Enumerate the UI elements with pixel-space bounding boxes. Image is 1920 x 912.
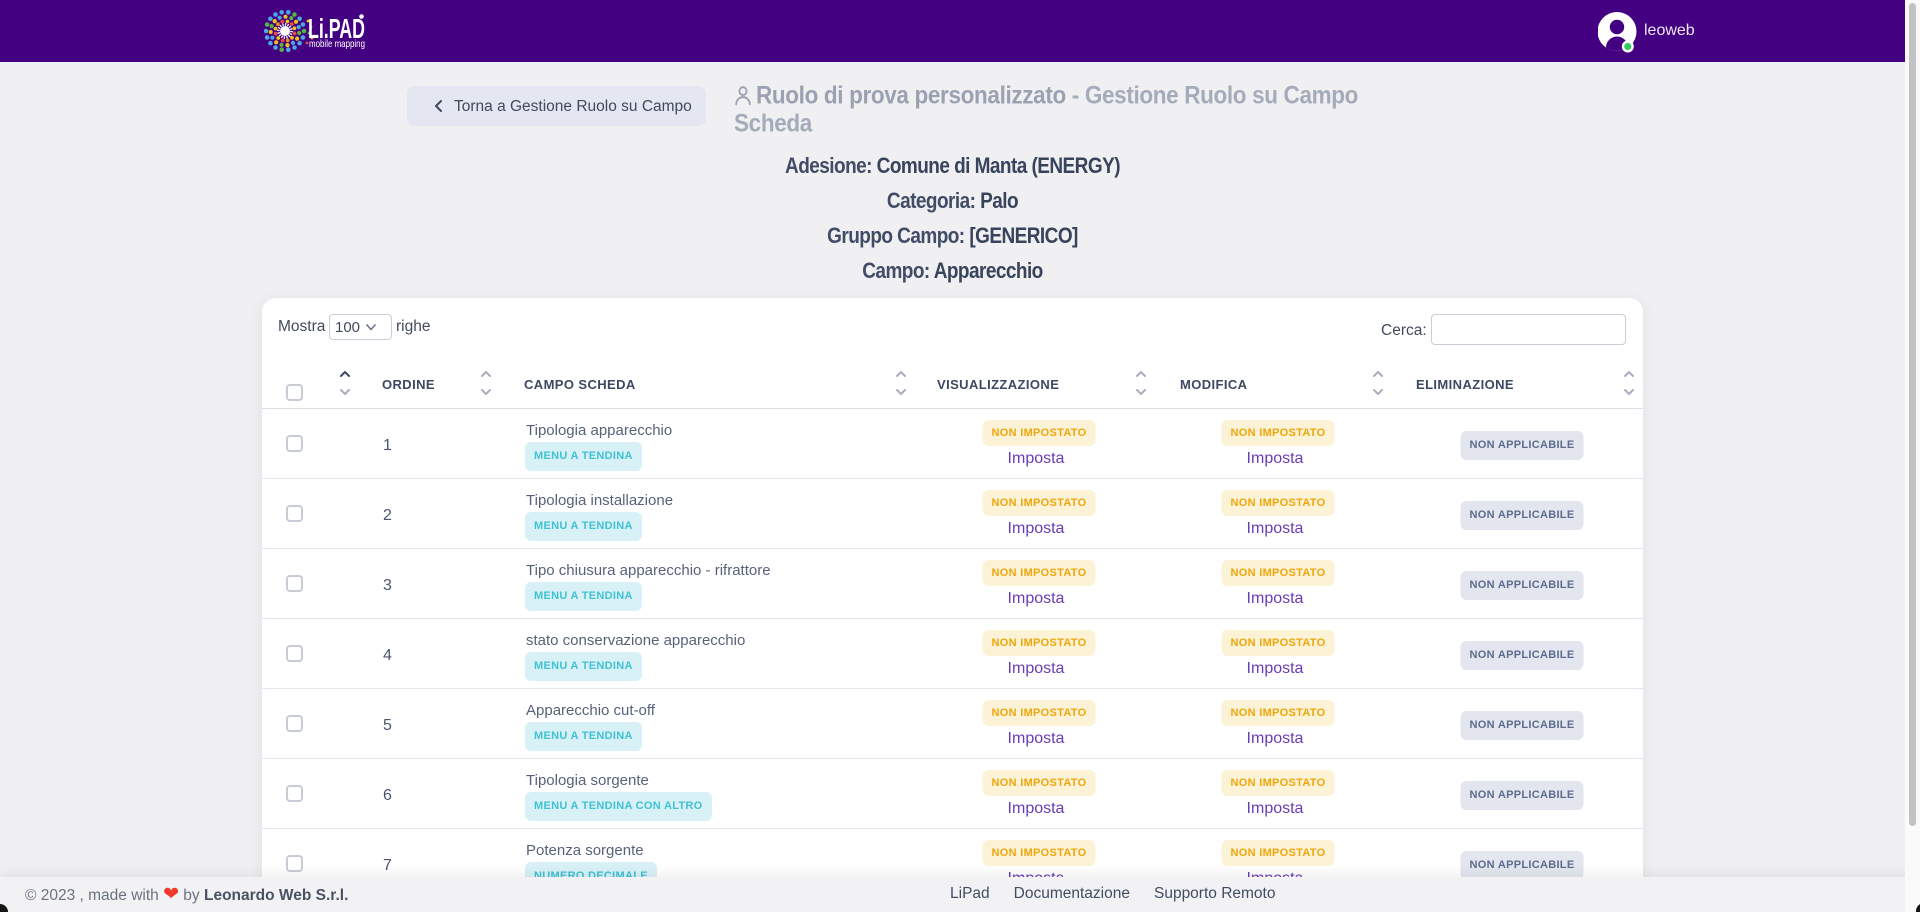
svg-text:Li.PAD: Li.PAD: [308, 13, 365, 44]
svg-text:mobile mapping: mobile mapping: [309, 38, 365, 50]
